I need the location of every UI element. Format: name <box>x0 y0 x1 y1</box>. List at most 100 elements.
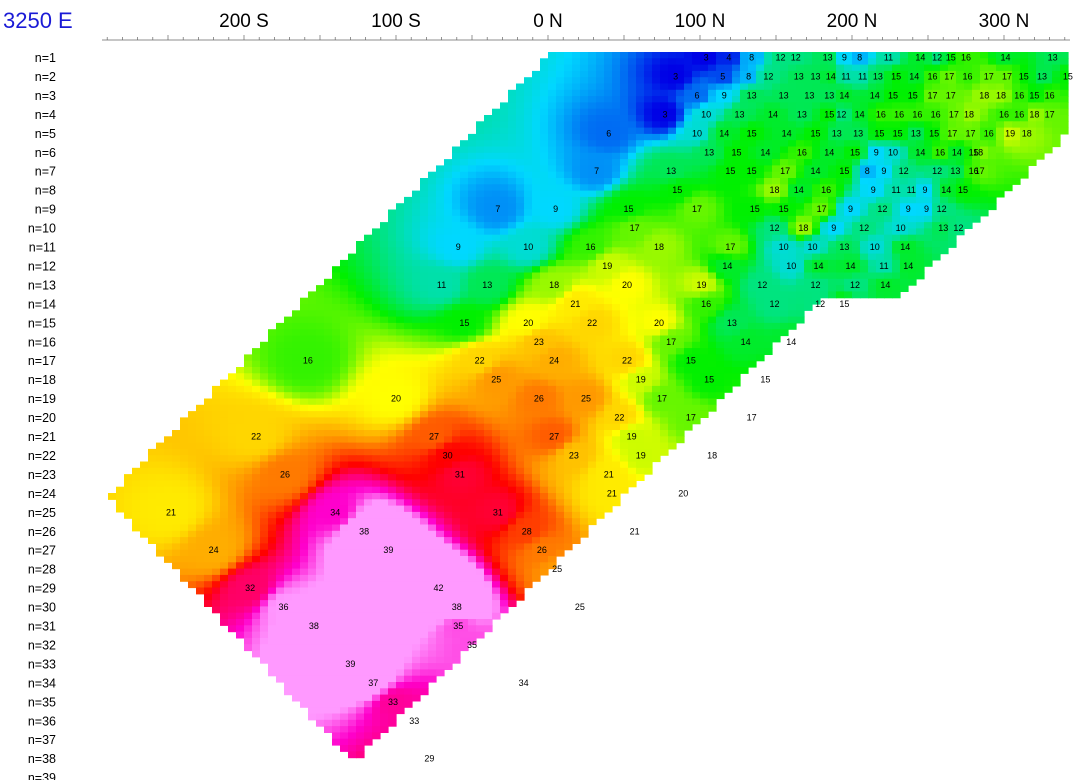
heat-cell <box>564 140 573 148</box>
heat-cell <box>772 165 781 173</box>
heat-cell <box>700 121 709 129</box>
heat-cell <box>980 133 989 141</box>
heat-cell <box>1012 165 1021 173</box>
heat-cell <box>364 354 373 362</box>
heat-cell <box>412 373 421 381</box>
heat-cell <box>564 493 573 500</box>
heat-cell <box>396 329 405 337</box>
heat-cell <box>900 196 909 204</box>
heat-cell <box>588 64 597 72</box>
heat-cell <box>420 360 429 368</box>
heat-cell <box>500 297 509 305</box>
heat-cell <box>220 505 229 513</box>
heat-cell <box>532 385 541 393</box>
heat-cell <box>572 190 581 198</box>
heat-cell <box>276 480 285 488</box>
heat-cell <box>612 486 621 494</box>
heat-cell <box>444 278 453 286</box>
heat-cell <box>852 285 861 292</box>
heat-cell <box>244 499 253 507</box>
heat-cell <box>676 411 685 418</box>
heat-cell <box>316 461 325 469</box>
heat-cell <box>644 70 653 78</box>
heat-cell <box>276 474 285 481</box>
heat-cell <box>948 89 957 97</box>
heat-cell <box>844 266 853 274</box>
heat-cell <box>812 89 821 97</box>
heat-cell <box>420 499 429 507</box>
heat-cell <box>916 165 925 173</box>
heat-cell <box>332 505 341 513</box>
heat-cell <box>772 140 781 148</box>
heat-cell <box>628 83 637 91</box>
heat-cell <box>476 253 485 261</box>
heat-cell <box>676 278 685 286</box>
heat-cell <box>692 165 701 173</box>
heat-cell <box>524 385 533 393</box>
heat-cell <box>516 184 525 192</box>
heat-cell <box>948 58 957 66</box>
heat-cell <box>308 398 317 406</box>
heat-cell <box>892 266 901 274</box>
heat-cell <box>796 127 805 135</box>
heat-cell <box>756 196 765 204</box>
heat-cell <box>572 379 581 387</box>
heat-cell <box>988 203 997 211</box>
heat-cell <box>332 272 341 280</box>
heat-cell <box>452 190 461 198</box>
heat-cell <box>148 480 157 488</box>
heat-cell <box>724 96 733 103</box>
heat-cell <box>964 171 973 179</box>
heat-cell <box>804 178 813 185</box>
heat-cell <box>716 329 725 337</box>
heat-cell <box>524 423 533 431</box>
heat-cell <box>396 341 405 349</box>
heat-cell <box>716 121 725 129</box>
heat-cell <box>804 108 813 116</box>
heat-cell <box>620 259 629 267</box>
heat-cell <box>436 480 445 488</box>
heat-cell <box>508 228 517 236</box>
heat-cell <box>660 304 669 311</box>
heat-cell <box>724 222 733 229</box>
heat-cell <box>644 423 653 431</box>
heat-cell <box>292 373 301 381</box>
heat-cell <box>788 152 797 160</box>
heat-cell <box>228 411 237 418</box>
heat-cell <box>572 64 581 72</box>
heat-cell <box>556 322 565 330</box>
heat-cell <box>1020 115 1029 122</box>
heat-cell <box>804 58 813 66</box>
heat-cell <box>524 96 533 103</box>
heat-cell <box>436 392 445 400</box>
heat-cell <box>364 316 373 324</box>
heat-cell <box>692 70 701 78</box>
heat-cell <box>404 461 413 469</box>
heat-cell <box>652 278 661 286</box>
heat-cell <box>684 304 693 311</box>
heat-cell <box>972 159 981 166</box>
heat-cell <box>300 360 309 368</box>
heat-cell <box>684 96 693 103</box>
heat-cell <box>724 354 733 362</box>
heat-cell <box>340 316 349 324</box>
heat-cell <box>660 171 669 179</box>
heat-cell <box>828 228 837 236</box>
heat-cell <box>772 171 781 179</box>
heat-cell <box>548 228 557 236</box>
heat-cell <box>644 411 653 418</box>
heat-cell <box>788 285 797 292</box>
heat-cell <box>588 115 597 122</box>
heat-cell <box>404 398 413 406</box>
heat-cell <box>740 190 749 198</box>
heat-cell <box>708 215 717 223</box>
heat-cell <box>628 96 637 103</box>
heat-cell <box>644 367 653 374</box>
heat-cell <box>204 423 213 431</box>
heat-cell <box>572 152 581 160</box>
heat-cell <box>556 285 565 292</box>
heat-cell <box>724 285 733 292</box>
heat-cell <box>564 474 573 481</box>
heat-cell <box>516 411 525 418</box>
heat-cell <box>444 373 453 381</box>
